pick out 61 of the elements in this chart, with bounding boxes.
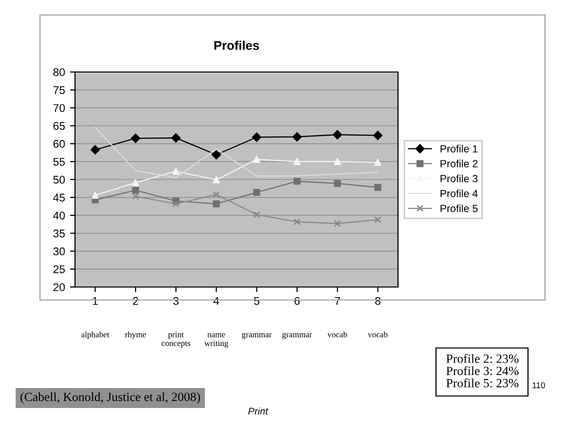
text: grammar — [282, 332, 312, 339]
text: (Cabell, Konold, Justice et al, 2008) — [20, 392, 200, 404]
y-tick-label: 60 — [53, 140, 65, 148]
text: grammar — [242, 332, 272, 339]
point — [253, 188, 260, 196]
point — [292, 132, 302, 142]
point — [373, 130, 382, 140]
point — [172, 200, 180, 208]
point — [374, 216, 382, 224]
y-tick-label: 45 — [53, 194, 65, 202]
point — [332, 130, 342, 140]
point — [132, 192, 140, 200]
point — [294, 158, 301, 166]
y-tick-label: 75 — [53, 86, 65, 94]
y-tick-label: 20 — [53, 283, 65, 292]
y-tick-label: 80 — [53, 68, 65, 76]
text: Print — [248, 407, 268, 415]
legend-label: Profile 4 — [440, 190, 478, 198]
point — [212, 150, 221, 160]
point — [294, 218, 301, 226]
legend-label: Profile 5 — [440, 204, 478, 212]
y-tick-label: 65 — [53, 122, 65, 130]
text: alphabet — [81, 331, 110, 339]
y-tick-label: 40 — [53, 212, 65, 220]
y-tick-label: 30 — [53, 247, 65, 256]
point — [212, 176, 220, 184]
point — [252, 132, 262, 142]
point — [334, 180, 341, 187]
point — [212, 200, 220, 208]
point — [92, 192, 99, 199]
y-tick-label: 25 — [53, 265, 65, 274]
text: print concepts — [162, 332, 190, 348]
point — [212, 191, 220, 198]
point — [253, 211, 260, 218]
text: vocab — [327, 331, 348, 338]
point — [132, 179, 140, 186]
y-tick-label: 50 — [53, 176, 65, 184]
text: vocab — [368, 331, 388, 338]
point — [253, 156, 260, 163]
point — [130, 134, 140, 143]
legend-label: Profile 2 — [440, 160, 478, 168]
line-series — [94, 126, 378, 178]
y-tick-label: 70 — [53, 104, 65, 112]
text: 110 — [532, 382, 545, 388]
text: name writing — [204, 333, 228, 348]
point — [374, 184, 382, 191]
point — [172, 168, 180, 175]
point — [374, 158, 382, 166]
text: rhyme — [125, 331, 146, 340]
point — [171, 133, 181, 143]
point — [132, 186, 140, 194]
legend-label: Profile 3 — [440, 174, 478, 182]
y-tick-label: 35 — [53, 230, 65, 238]
y-tick-label: 55 — [53, 158, 65, 166]
point — [334, 158, 341, 166]
point — [294, 178, 301, 185]
point — [90, 145, 100, 154]
point — [334, 220, 341, 228]
chart-title: Profiles — [214, 40, 259, 50]
text: Profile 2: 23% Profile 3: 24% Profile 5: 23% — [446, 354, 518, 388]
legend-label: Profile 1 — [440, 144, 478, 152]
